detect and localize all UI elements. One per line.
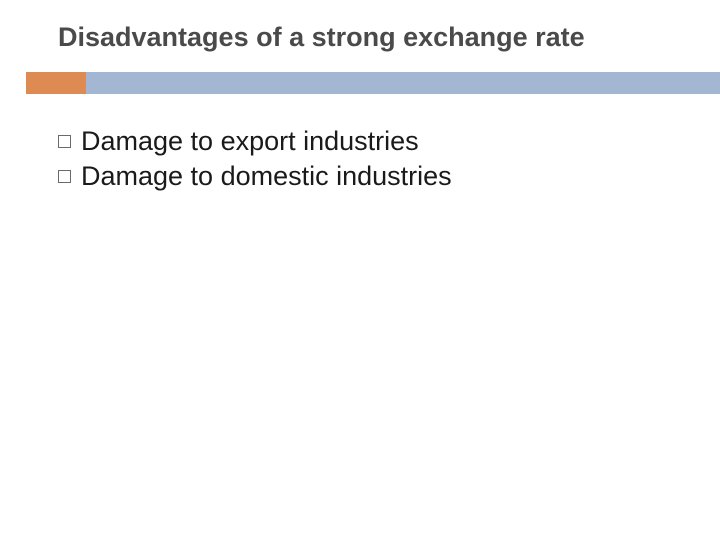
divider-accent (26, 72, 86, 94)
list-item: Damage to export industries (58, 126, 452, 157)
bullet-list: Damage to export industries Damage to do… (58, 126, 452, 196)
bullet-text: Damage to domestic industries (81, 161, 452, 192)
slide: Disadvantages of a strong exchange rate … (0, 0, 720, 540)
square-bullet-icon (58, 135, 71, 148)
bullet-text: Damage to export industries (81, 126, 419, 157)
list-item: Damage to domestic industries (58, 161, 452, 192)
slide-title: Disadvantages of a strong exchange rate (58, 22, 585, 53)
square-bullet-icon (58, 170, 71, 183)
divider-bar (86, 72, 720, 94)
title-divider (0, 72, 720, 94)
